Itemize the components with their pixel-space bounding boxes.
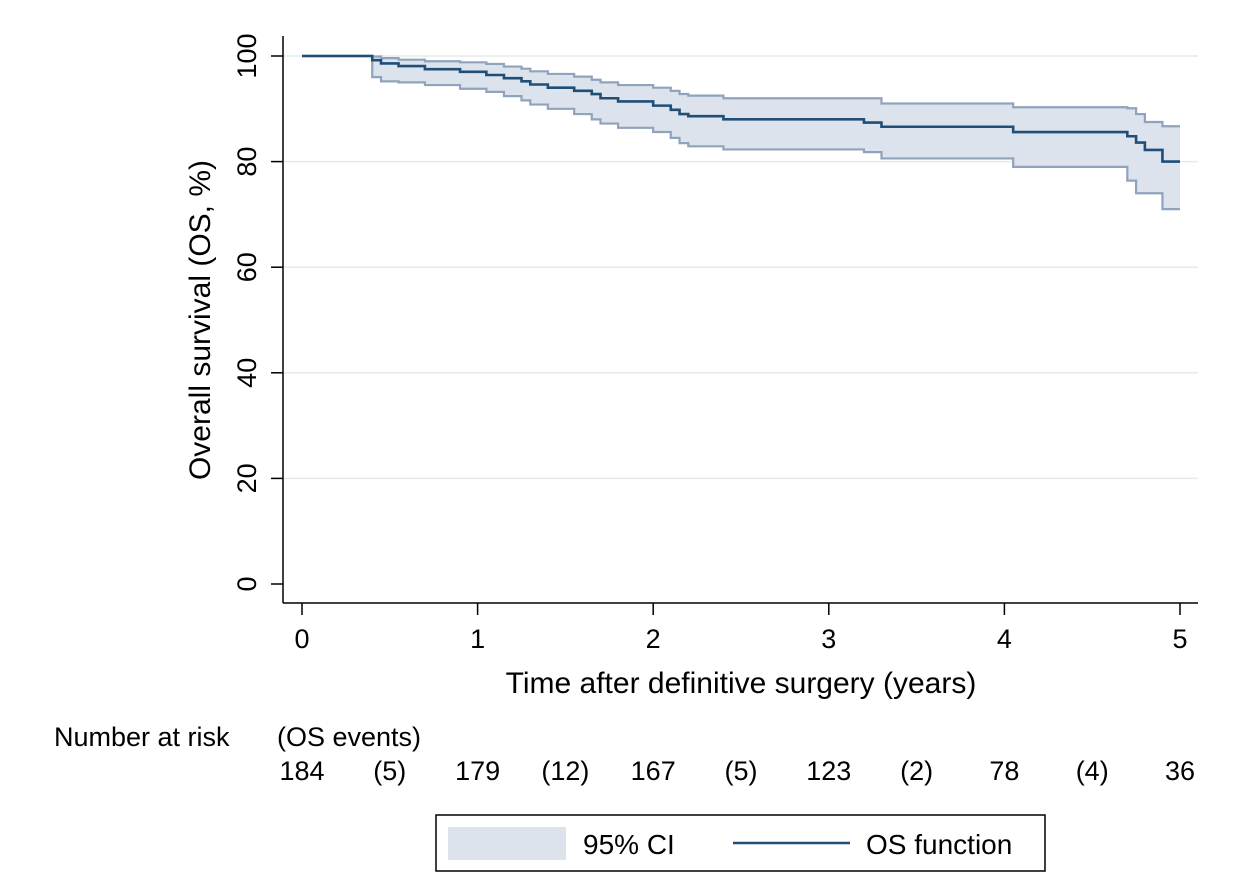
risk-at-risk-2: 167: [631, 756, 676, 786]
legend-os-label: OS function: [866, 829, 1012, 860]
x-tick-label-0: 0: [294, 624, 309, 654]
legend-ci-label: 95% CI: [583, 829, 675, 860]
risk-at-risk-5: 36: [1165, 756, 1195, 786]
x-tick-label-1: 1: [470, 624, 485, 654]
risk-events-2: (5): [725, 756, 758, 786]
risk-events-0: (5): [373, 756, 406, 786]
legend: 95% CI OS function: [435, 814, 1046, 872]
x-tick-label-5: 5: [1172, 624, 1187, 654]
risk-table: Number at risk (OS events) 184 179 167 123 7…: [54, 722, 1195, 786]
y-tick-label-20: 20: [232, 463, 262, 493]
x-axis-title: Time after definitive surgery (years): [506, 667, 977, 700]
ci-upper-bound: [302, 54, 1180, 128]
risk-table-header: Number at risk: [54, 722, 230, 752]
x-tick-label-4: 4: [997, 624, 1012, 654]
y-tick-label-100: 100: [232, 33, 262, 78]
ci-band-area: [302, 56, 1180, 210]
os-function-line: [302, 54, 1180, 163]
risk-at-risk-0: 184: [279, 756, 324, 786]
ci-lower-bound: [302, 54, 1180, 211]
y-tick-label-80: 80: [232, 147, 262, 177]
x-tick-label-3: 3: [821, 624, 836, 654]
ci-band-layer: [302, 54, 1180, 211]
risk-at-risk-3: 123: [806, 756, 851, 786]
risk-at-risk-1: 179: [455, 756, 500, 786]
risk-table-events-header: (OS events): [277, 722, 421, 752]
y-tick-label-40: 40: [232, 358, 262, 388]
axis-layer: 0 20 40 60 80 100 0 1 2 3 4 5: [232, 33, 1198, 654]
x-tick-label-2: 2: [646, 624, 661, 654]
risk-events-3: (2): [900, 756, 933, 786]
os-line-layer: [302, 54, 1180, 163]
y-axis-title: Overall survival (OS, %): [184, 160, 217, 480]
risk-events-1: (12): [541, 756, 589, 786]
risk-at-risk-4: 78: [989, 756, 1019, 786]
risk-events-4: (4): [1076, 756, 1109, 786]
y-tick-label-60: 60: [232, 252, 262, 282]
y-tick-label-0: 0: [232, 576, 262, 591]
legend-ci-swatch: [448, 827, 566, 860]
